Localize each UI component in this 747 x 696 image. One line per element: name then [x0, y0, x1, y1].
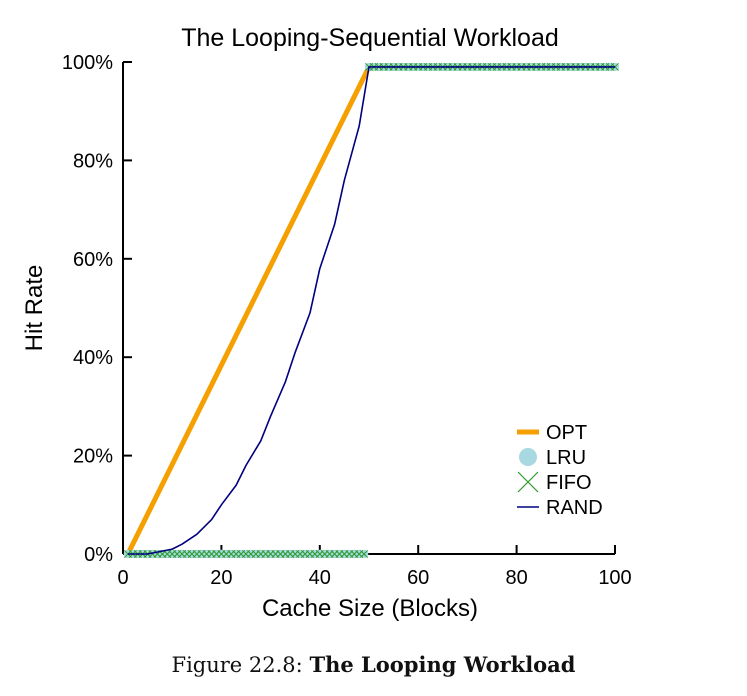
- y-tick-label: 0%: [84, 544, 113, 566]
- line-chart: The Looping-Sequential Workload Hit Rate…: [21, 24, 632, 622]
- x-tick-label: 80: [505, 567, 527, 589]
- caption-title: The Looping Workload: [309, 652, 576, 677]
- x-tick-label: 60: [407, 567, 429, 589]
- legend-rand-label: RAND: [546, 497, 603, 519]
- caption-label: Figure 22.8:: [171, 653, 303, 677]
- y-tick-label: 40%: [73, 347, 113, 369]
- legend-fifo-swatch: [517, 471, 539, 493]
- rand-line: [127, 66, 615, 555]
- y-tick-label: 20%: [73, 446, 113, 468]
- axis-ticks: 0 20 40 60 80 100 0% 20% 40% 60% 80% 100%: [62, 52, 632, 589]
- y-tick-label: 60%: [73, 249, 113, 271]
- legend: OPT LRU FIFO RAND: [517, 422, 603, 519]
- fifo-point: [360, 550, 369, 558]
- x-axis-label: Cache Size (Blocks): [262, 595, 478, 622]
- y-tick-label: 80%: [73, 150, 113, 172]
- legend-lru-swatch: [519, 448, 537, 466]
- x-tick-label: 100: [598, 567, 631, 589]
- chart-title: The Looping-Sequential Workload: [181, 24, 559, 52]
- x-tick-label: 20: [210, 567, 232, 589]
- x-tick-label: 40: [309, 567, 331, 589]
- axes: [122, 62, 615, 555]
- x-tick-label: 0: [117, 567, 128, 589]
- figure-caption: Figure 22.8: The Looping Workload: [0, 652, 747, 677]
- legend-opt-label: OPT: [546, 422, 587, 444]
- y-tick-label: 100%: [62, 52, 113, 74]
- y-axis-label: Hit Rate: [21, 265, 48, 352]
- legend-fifo-label: FIFO: [546, 472, 592, 494]
- series-layer: [123, 62, 620, 559]
- opt-line: [125, 64, 615, 556]
- legend-lru-label: LRU: [546, 447, 586, 469]
